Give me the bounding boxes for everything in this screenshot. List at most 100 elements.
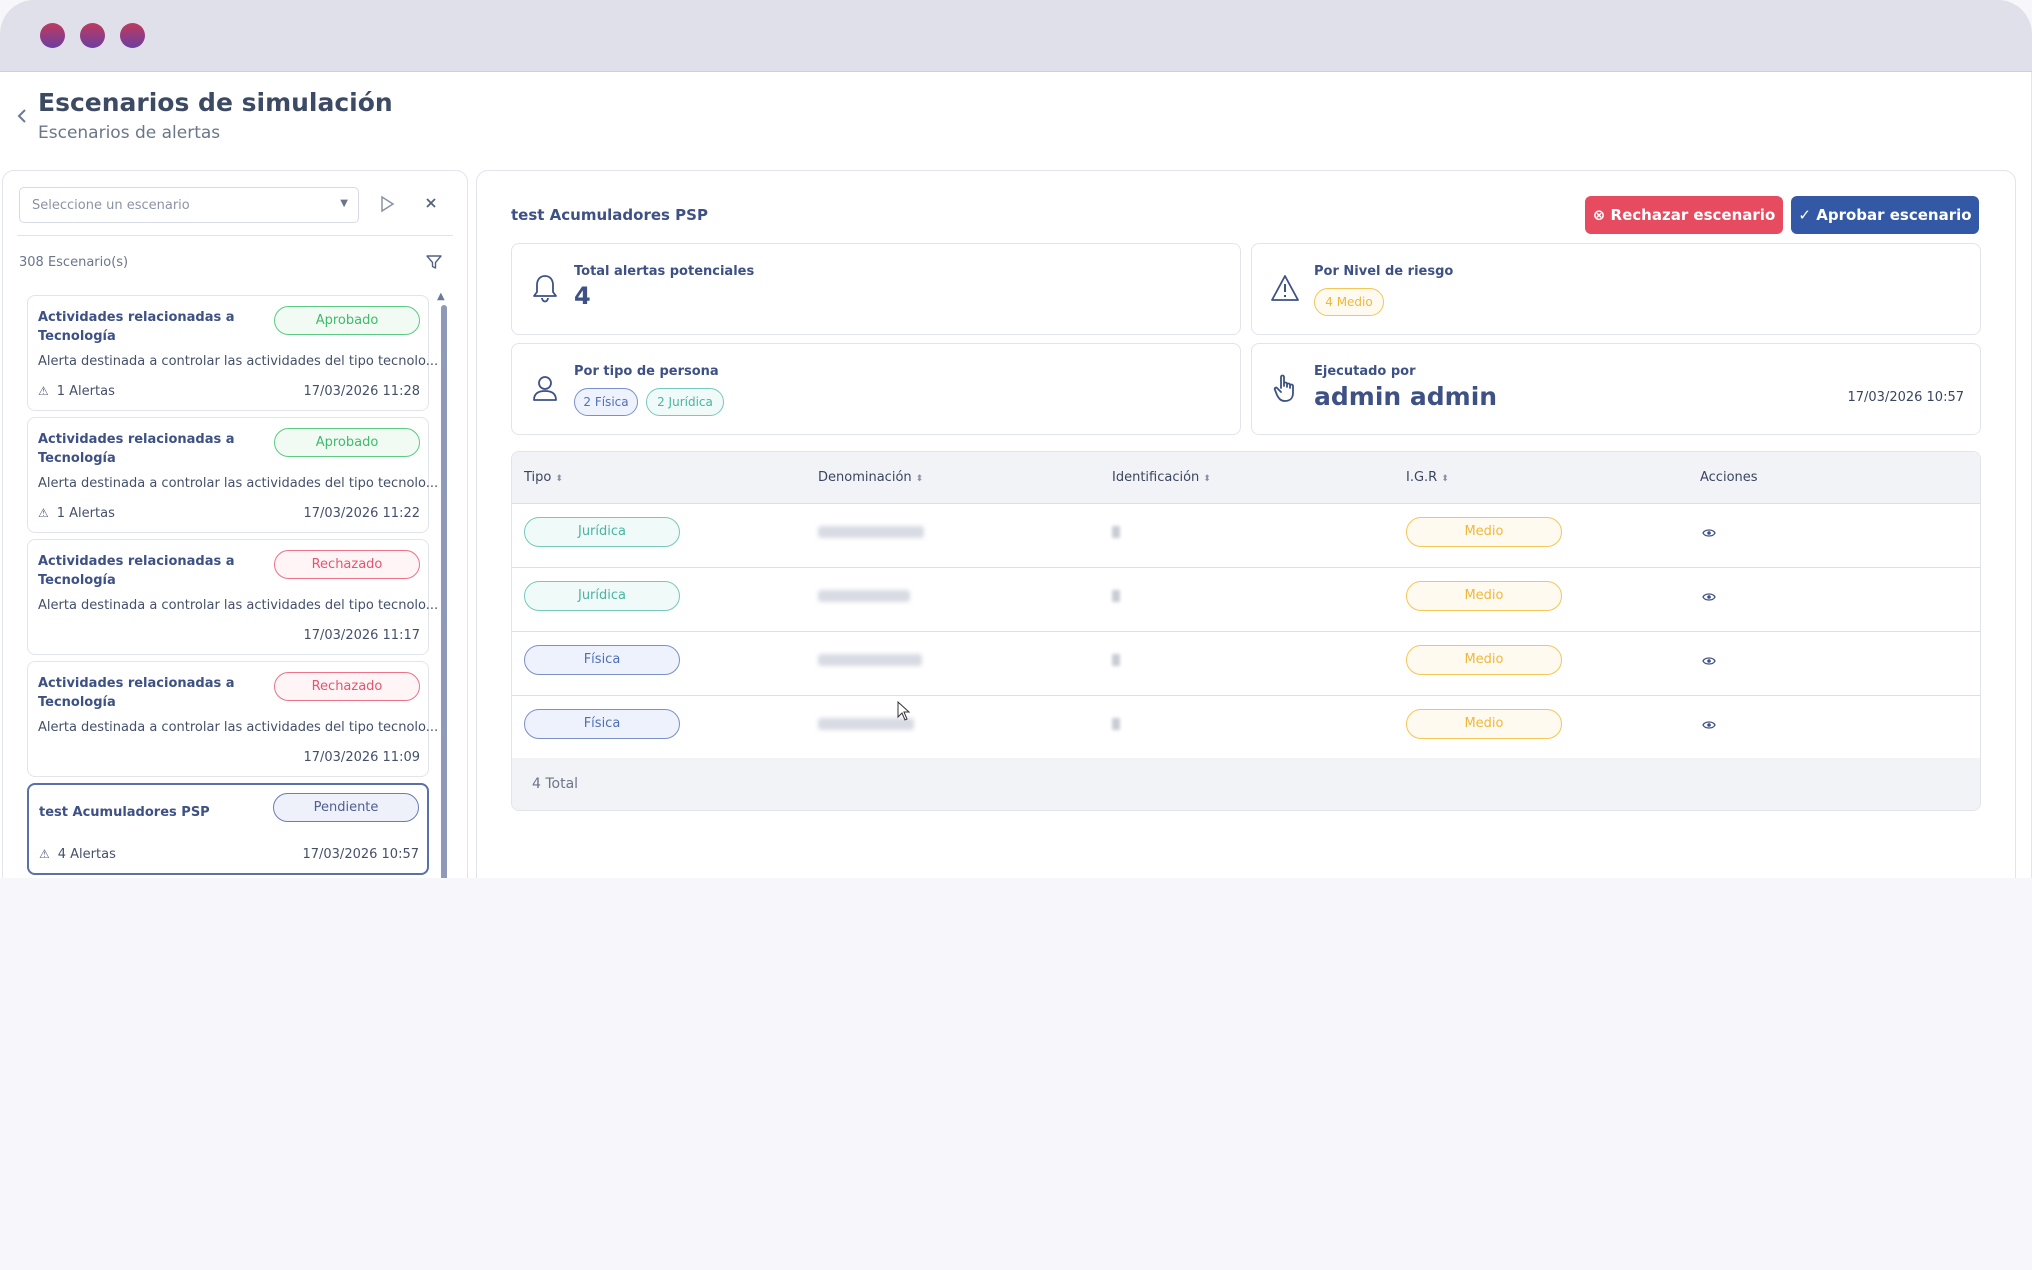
- tipo-tag: Jurídica: [524, 581, 680, 611]
- bell-icon: [533, 275, 557, 303]
- card-date: 17/03/2026 11:17: [303, 628, 420, 643]
- sort-icon: ⬍: [915, 474, 924, 484]
- redacted-name: [818, 590, 910, 602]
- scenario-card[interactable]: Actividades relacionadas a Tecnología Ap…: [27, 295, 438, 411]
- table-row: Jurídica Medio: [512, 568, 1980, 632]
- person-juridica-pill: 2 Jurídica: [646, 388, 724, 416]
- play-icon[interactable]: [379, 195, 395, 213]
- status-badge: Rechazado: [274, 550, 420, 579]
- card-alerts: ⚠ 4 Alertas: [39, 847, 116, 862]
- eye-icon[interactable]: [1702, 656, 1716, 666]
- divider: [17, 235, 453, 236]
- warning-icon: [1271, 275, 1299, 301]
- stat-total-label: Total alertas potenciales: [574, 264, 755, 279]
- table-row: Jurídica Medio: [512, 504, 1980, 568]
- column-header-igr-label: I.G.R: [1406, 470, 1438, 485]
- stat-exec-value: admin admin: [1314, 382, 1498, 411]
- table-total: 4 Total: [532, 776, 579, 792]
- scenario-card[interactable]: Actividades relacionadas a Tecnología Re…: [27, 539, 438, 655]
- scenario-card-selected[interactable]: test Acumuladores PSP Pendiente ⚠ 4 Alert…: [27, 783, 429, 875]
- column-header-igr[interactable]: I.G.R ⬍: [1406, 470, 1449, 485]
- redacted-id: [1112, 526, 1120, 538]
- table-row: Física Medio: [512, 696, 1980, 760]
- stat-total-alerts: Total alertas potenciales 4: [511, 243, 1241, 335]
- tipo-tag: Física: [524, 645, 680, 675]
- card-title: Actividades relacionadas a Tecnología: [38, 676, 235, 710]
- stat-executed-by: Ejecutado por admin admin 17/03/2026 10:…: [1251, 343, 1981, 435]
- warning-icon: ⚠: [39, 847, 50, 861]
- card-date: 17/03/2026 11:28: [303, 384, 420, 399]
- card-title: test Acumuladores PSP: [39, 805, 210, 820]
- scenario-card[interactable]: Actividades relacionadas a Tecnología Re…: [27, 661, 438, 777]
- column-header-tipo[interactable]: Tipo ⬍: [524, 470, 563, 485]
- warning-icon: ⚠: [38, 506, 49, 520]
- status-badge: Rechazado: [274, 672, 420, 701]
- igr-tag: Medio: [1406, 709, 1562, 739]
- reject-scenario-button[interactable]: ⊗ Rechazar escenario: [1585, 196, 1783, 234]
- column-header-tipo-label: Tipo: [524, 470, 552, 485]
- close-icon[interactable]: [424, 196, 438, 210]
- chevron-down-icon: ▼: [340, 198, 348, 209]
- column-header-denominacion[interactable]: Denominación ⬍: [818, 470, 923, 485]
- redacted-name: [818, 526, 924, 538]
- stat-exec-label: Ejecutado por: [1314, 364, 1416, 379]
- stat-risk-level: Por Nivel de riesgo 4 Medio: [1251, 243, 1981, 335]
- approve-scenario-label: Aprobar escenario: [1816, 206, 1972, 224]
- mouse-cursor-icon: [897, 701, 911, 721]
- chevron-left-icon[interactable]: [14, 104, 30, 128]
- page-subtitle: Escenarios de alertas: [38, 123, 221, 143]
- scrollbar-thumb[interactable]: [441, 305, 447, 878]
- approve-scenario-button[interactable]: ✓ Aprobar escenario: [1791, 196, 1979, 234]
- column-header-identificacion-label: Identificación: [1112, 470, 1200, 485]
- eye-icon[interactable]: [1702, 720, 1716, 730]
- stat-person-label: Por tipo de persona: [574, 364, 719, 379]
- column-header-denominacion-label: Denominación: [818, 470, 912, 485]
- tipo-tag: Jurídica: [524, 517, 680, 547]
- window-close-dot[interactable]: [40, 23, 65, 48]
- card-description: Alerta destinada a controlar las activid…: [38, 720, 439, 735]
- card-date: 17/03/2026 10:57: [302, 847, 419, 862]
- card-alerts-label: 1 Alertas: [56, 384, 115, 399]
- redacted-id: [1112, 654, 1120, 666]
- scenario-card[interactable]: Actividades relacionadas a Tecnología Ap…: [27, 417, 438, 533]
- card-alerts-label: 4 Alertas: [57, 847, 116, 862]
- table-footer: 4 Total: [512, 758, 1980, 810]
- status-badge: Aprobado: [274, 306, 420, 335]
- igr-tag: Medio: [1406, 517, 1562, 547]
- table-header: Tipo ⬍ Denominación ⬍ Identificación ⬍ I.G.…: [512, 452, 1980, 504]
- person-icon: [533, 376, 557, 401]
- igr-tag: Medio: [1406, 645, 1562, 675]
- sort-icon: ⬍: [1441, 474, 1449, 484]
- scenario-count: 308 Escenario(s): [19, 255, 129, 270]
- scenario-select-placeholder: Seleccione un escenario: [32, 198, 190, 213]
- column-header-identificacion[interactable]: Identificación ⬍: [1112, 470, 1211, 485]
- table-row: Física Medio: [512, 632, 1980, 696]
- circle-x-icon: ⊗: [1592, 206, 1611, 224]
- pointer-hand-icon: [1273, 374, 1294, 402]
- page-header: Escenarios de simulación Escenarios de a…: [0, 72, 2031, 168]
- eye-icon[interactable]: [1702, 592, 1716, 602]
- card-alerts: ⚠ 1 Alertas: [38, 384, 115, 399]
- scenario-select[interactable]: Seleccione un escenario ▼: [19, 187, 359, 223]
- card-description: Alerta destinada a controlar las activid…: [38, 354, 439, 369]
- card-title: Actividades relacionadas a Tecnología: [38, 432, 235, 466]
- person-fisica-pill: 2 Física: [574, 388, 638, 416]
- card-title: Actividades relacionadas a Tecnología: [38, 310, 235, 344]
- redacted-name: [818, 718, 914, 730]
- redacted-name: [818, 654, 922, 666]
- card-date: 17/03/2026 11:22: [303, 506, 420, 521]
- window-minimize-dot[interactable]: [80, 23, 105, 48]
- risk-medio-pill: 4 Medio: [1314, 288, 1384, 316]
- page-title: Escenarios de simulación: [38, 88, 393, 117]
- scenario-list-panel: Seleccione un escenario ▼ 308 Escenario(…: [2, 170, 468, 878]
- stat-total-value: 4: [574, 282, 591, 310]
- eye-icon[interactable]: [1702, 528, 1716, 538]
- card-alerts-label: 1 Alertas: [56, 506, 115, 521]
- window-maximize-dot[interactable]: [120, 23, 145, 48]
- scenario-detail-panel: test Acumuladores PSP ⊗ Rechazar escenar…: [476, 170, 2016, 878]
- redacted-id: [1112, 590, 1120, 602]
- app-window: Escenarios de simulación Escenarios de a…: [0, 72, 2032, 878]
- scroll-up-arrow[interactable]: ▲: [437, 291, 445, 302]
- stat-person-type: Por tipo de persona 2 Física 2 Jurídica: [511, 343, 1241, 435]
- filter-icon[interactable]: [425, 253, 443, 271]
